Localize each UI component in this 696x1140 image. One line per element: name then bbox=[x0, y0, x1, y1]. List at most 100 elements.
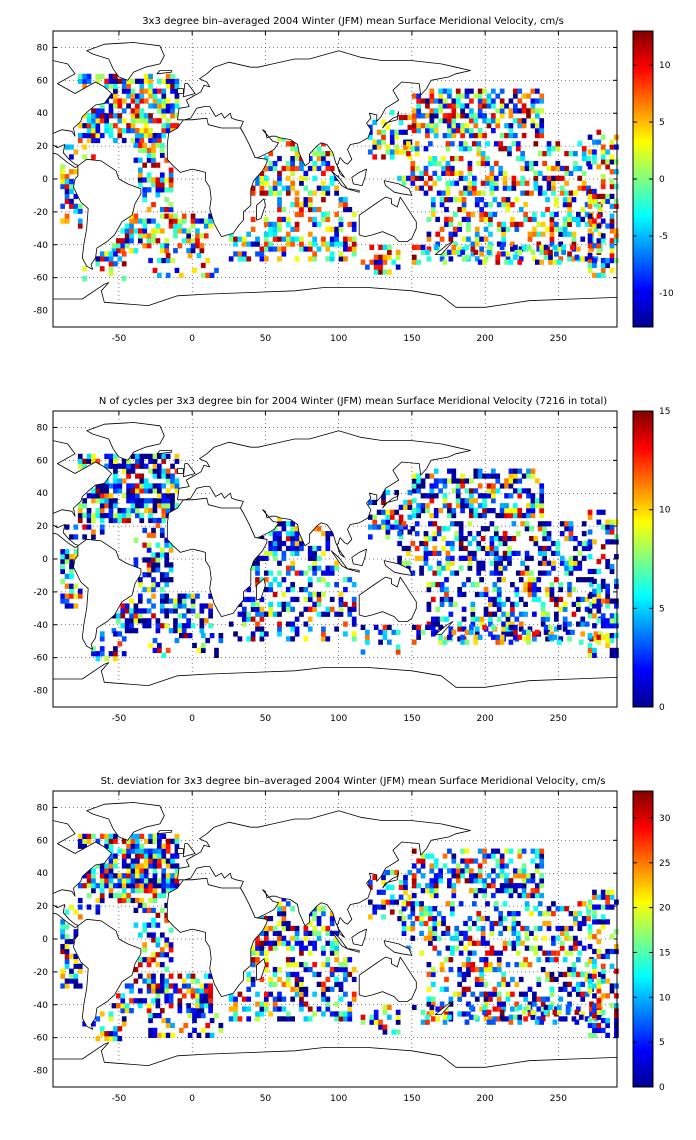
coastline bbox=[182, 463, 196, 478]
bin-cell bbox=[436, 565, 442, 571]
bin-cell bbox=[504, 508, 509, 514]
bin-cell bbox=[186, 238, 192, 244]
bin-cell bbox=[321, 631, 326, 637]
bin-cell bbox=[406, 550, 411, 557]
bin-cell bbox=[199, 243, 205, 249]
bin-cell bbox=[321, 190, 326, 196]
bin-cell bbox=[461, 206, 467, 213]
bin-cell bbox=[564, 930, 569, 937]
bin-cell bbox=[203, 218, 209, 224]
bin-cell bbox=[435, 1006, 441, 1012]
bin-cell bbox=[129, 233, 134, 239]
bin-cell bbox=[152, 132, 158, 139]
bin-cell bbox=[467, 170, 473, 177]
bin-cell bbox=[429, 128, 435, 134]
bin-cell bbox=[508, 493, 514, 499]
bin-cell bbox=[416, 128, 421, 134]
bin-cell bbox=[451, 888, 457, 894]
bin-cell bbox=[129, 1008, 134, 1014]
bin-cell bbox=[209, 272, 215, 278]
bin-cell bbox=[539, 483, 545, 489]
bin-cell bbox=[246, 1006, 252, 1012]
bin-cell bbox=[268, 160, 274, 167]
bin-cell bbox=[411, 512, 417, 519]
bin-cell bbox=[99, 1031, 105, 1037]
bin-cell bbox=[86, 512, 92, 519]
bin-cell bbox=[517, 1014, 523, 1020]
bin-cell bbox=[394, 489, 400, 496]
bin-cell bbox=[86, 458, 92, 464]
bin-cell bbox=[325, 216, 331, 223]
bin-cell bbox=[432, 945, 438, 951]
bin-cell bbox=[577, 141, 583, 147]
bin-cell bbox=[482, 883, 487, 889]
bin-cell bbox=[263, 1001, 269, 1007]
bin-cell bbox=[174, 843, 180, 849]
bin-cell bbox=[592, 983, 597, 989]
bin-cell bbox=[316, 920, 322, 927]
bin-cell bbox=[575, 1006, 581, 1012]
x-tick-label: 250 bbox=[550, 1094, 567, 1104]
bin-cell bbox=[312, 940, 317, 946]
bin-cell bbox=[486, 493, 492, 499]
bin-cell bbox=[466, 216, 471, 223]
bin-cell bbox=[474, 241, 480, 247]
bin-cell bbox=[416, 103, 421, 109]
bin-cell bbox=[228, 1016, 234, 1022]
bin-cell bbox=[605, 993, 610, 999]
bin-cell bbox=[148, 863, 153, 869]
bin-cell bbox=[470, 611, 476, 617]
bin-cell bbox=[448, 996, 454, 1002]
bin-cell bbox=[351, 606, 357, 612]
bin-cell bbox=[135, 498, 140, 504]
bin-cell bbox=[381, 899, 386, 905]
bin-cell bbox=[130, 838, 136, 844]
bin-cell bbox=[307, 246, 313, 252]
bin-cell bbox=[546, 146, 552, 152]
bin-cell bbox=[467, 540, 473, 547]
bin-cell bbox=[460, 113, 465, 119]
bin-cell bbox=[498, 535, 504, 542]
bin-cell bbox=[246, 1016, 252, 1022]
bin-cell bbox=[316, 601, 322, 607]
bin-cell bbox=[454, 535, 460, 542]
bin-cell bbox=[143, 878, 149, 884]
bin-cell bbox=[406, 925, 411, 932]
bin-cell bbox=[532, 636, 537, 642]
bin-cell bbox=[542, 935, 547, 941]
bin-cell bbox=[458, 170, 464, 177]
bin-cell bbox=[294, 531, 300, 537]
bin-cell bbox=[592, 188, 597, 195]
bin-cell bbox=[517, 108, 523, 114]
bin-cell bbox=[581, 170, 587, 177]
bin-cell bbox=[263, 930, 269, 937]
y-tick-label: 40 bbox=[37, 489, 49, 499]
bin-cell bbox=[429, 498, 435, 504]
bin-cell bbox=[482, 88, 487, 94]
bin-cell bbox=[551, 560, 556, 566]
bin-cell bbox=[529, 165, 534, 172]
bin-cell bbox=[592, 198, 597, 204]
bin-cell bbox=[137, 167, 143, 173]
bin-cell bbox=[464, 629, 470, 635]
bin-cell bbox=[605, 1022, 610, 1029]
bin-cell bbox=[159, 962, 165, 968]
bin-cell bbox=[155, 182, 161, 188]
bin-cell bbox=[64, 198, 70, 204]
bin-cell bbox=[277, 545, 282, 552]
bin-cell bbox=[449, 906, 455, 912]
bin-cell bbox=[452, 231, 458, 237]
bin-cell bbox=[436, 560, 442, 566]
bin-cell bbox=[255, 565, 260, 571]
bin-cell bbox=[433, 858, 439, 864]
bin-cell bbox=[529, 930, 534, 937]
bin-cell bbox=[157, 642, 162, 649]
bin-cell bbox=[294, 971, 300, 978]
bin-cell bbox=[458, 526, 464, 532]
bin-cell bbox=[250, 950, 256, 956]
bin-cell bbox=[430, 621, 436, 627]
bin-cell bbox=[567, 991, 572, 997]
bin-cell bbox=[457, 996, 463, 1002]
bin-cell bbox=[486, 873, 492, 879]
colorbar-tick-label: -5 bbox=[659, 232, 668, 242]
